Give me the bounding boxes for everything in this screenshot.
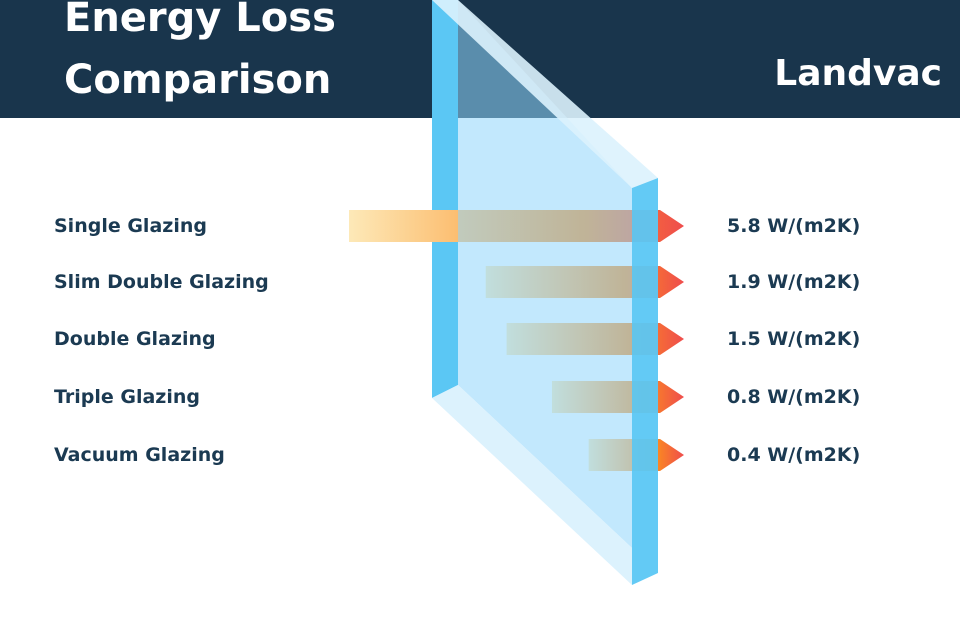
brand-name: Landvac	[774, 53, 942, 94]
glass-pane-front	[432, 0, 658, 585]
glazing-type-label: Single Glazing	[54, 215, 207, 237]
glazing-type-label: Slim Double Glazing	[54, 271, 269, 293]
u-value-label: 0.4 W/(m2K)	[727, 444, 861, 466]
u-value-label: 0.8 W/(m2K)	[727, 386, 861, 408]
u-value-label: 5.8 W/(m2K)	[727, 215, 861, 237]
glass-top-edge	[432, 0, 658, 188]
glass-left-edge	[432, 0, 458, 398]
u-value-label: 1.5 W/(m2K)	[727, 328, 861, 350]
glass-right-edge	[632, 178, 658, 585]
glazing-type-label: Double Glazing	[54, 328, 216, 350]
u-value-label: 1.9 W/(m2K)	[727, 271, 861, 293]
glazing-type-label: Vacuum Glazing	[54, 444, 225, 466]
glass-face	[458, 0, 632, 548]
glass-bottom-edge	[432, 385, 632, 585]
glazing-type-label: Triple Glazing	[54, 386, 200, 408]
title-line-1: Energy Loss	[64, 0, 336, 41]
title-line-2: Comparison	[64, 57, 332, 103]
glass-pane-back	[432, 0, 458, 398]
